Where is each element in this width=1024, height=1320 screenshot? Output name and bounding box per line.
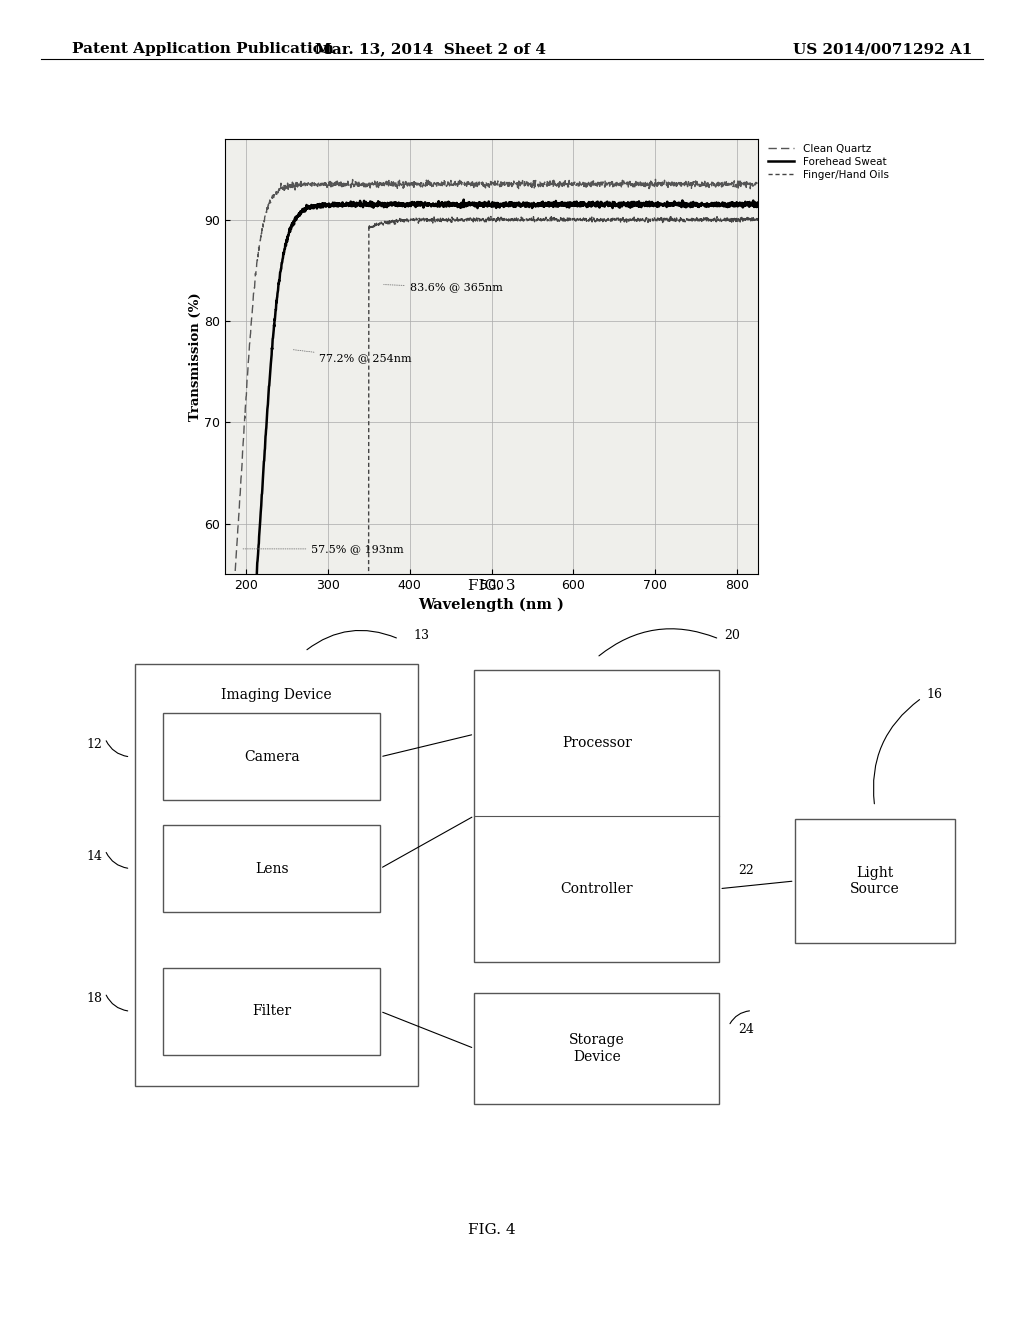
FancyBboxPatch shape	[164, 713, 380, 800]
Text: 24: 24	[738, 1023, 754, 1036]
FancyBboxPatch shape	[795, 818, 954, 942]
Text: Controller: Controller	[560, 882, 633, 896]
FancyBboxPatch shape	[164, 968, 380, 1055]
Text: Storage
Device: Storage Device	[569, 1034, 625, 1064]
Text: US 2014/0071292 A1: US 2014/0071292 A1	[794, 42, 973, 57]
Text: FIG. 3: FIG. 3	[468, 579, 515, 593]
FancyBboxPatch shape	[164, 825, 380, 912]
Text: Filter: Filter	[252, 1005, 292, 1018]
Text: 14: 14	[86, 850, 102, 863]
Text: 18: 18	[86, 993, 102, 1006]
Text: Light
Source: Light Source	[850, 866, 899, 896]
Text: Processor: Processor	[562, 737, 632, 750]
Text: 77.2% @ 254nm: 77.2% @ 254nm	[293, 350, 412, 363]
Y-axis label: Transmission (%): Transmission (%)	[188, 292, 202, 421]
FancyBboxPatch shape	[135, 664, 418, 1085]
Text: 57.5% @ 193nm: 57.5% @ 193nm	[243, 544, 404, 554]
Text: 13: 13	[413, 630, 429, 643]
Text: 20: 20	[724, 630, 740, 643]
Text: 22: 22	[738, 863, 754, 876]
Text: Patent Application Publication: Patent Application Publication	[72, 42, 334, 57]
Text: 83.6% @ 365nm: 83.6% @ 365nm	[384, 282, 503, 293]
Text: Mar. 13, 2014  Sheet 2 of 4: Mar. 13, 2014 Sheet 2 of 4	[314, 42, 546, 57]
Text: Imaging Device: Imaging Device	[221, 688, 332, 702]
Text: 12: 12	[86, 738, 102, 751]
Text: FIG. 4: FIG. 4	[468, 1224, 515, 1237]
Text: Camera: Camera	[244, 750, 300, 764]
Text: 16: 16	[927, 688, 942, 701]
FancyBboxPatch shape	[474, 671, 719, 961]
FancyBboxPatch shape	[474, 993, 719, 1105]
Text: Lens: Lens	[255, 862, 289, 875]
Legend: Clean Quartz, Forehead Sweat, Finger/Hand Oils: Clean Quartz, Forehead Sweat, Finger/Han…	[768, 144, 889, 180]
X-axis label: Wavelength (nm ): Wavelength (nm )	[419, 598, 564, 612]
